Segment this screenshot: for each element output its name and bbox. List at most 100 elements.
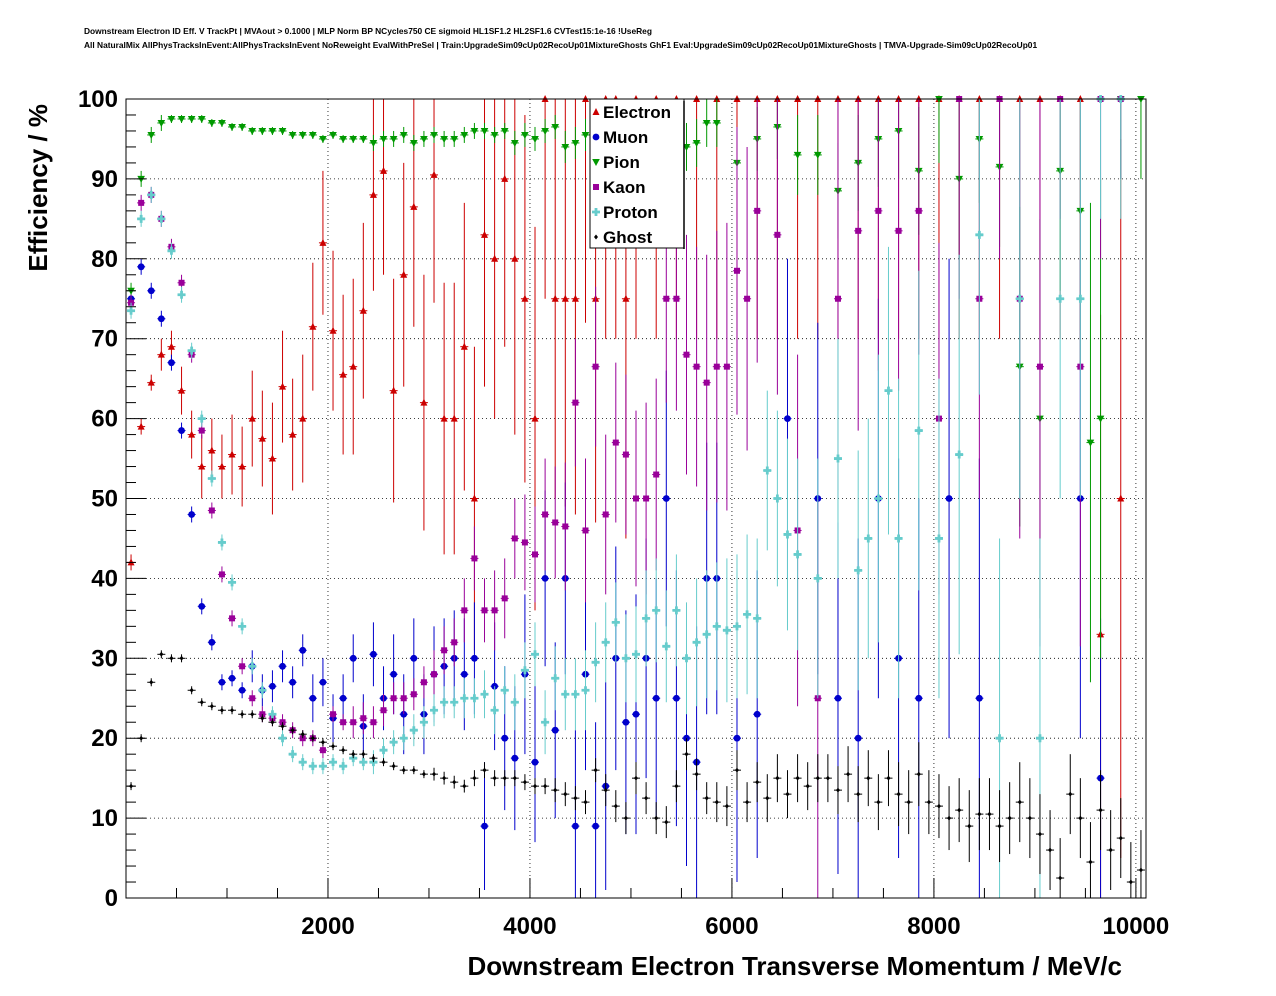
proton-point (1076, 294, 1085, 303)
x-axis-title: Downstream Electron Transverse Momentum … (467, 951, 1122, 981)
y-tick-label: 0 (105, 885, 118, 912)
kaon-point (521, 539, 528, 546)
ghost-point (825, 775, 830, 781)
proton-point (864, 534, 873, 543)
ghost-point (987, 811, 992, 817)
ghost-point (947, 815, 952, 821)
muon-point (208, 638, 216, 646)
ghost-point (977, 811, 982, 817)
ghost-point (1048, 847, 1053, 853)
ghost-point (421, 771, 426, 777)
pion-point (399, 131, 408, 139)
electron-point (248, 414, 256, 422)
pion-point (197, 115, 206, 123)
ghost-point (603, 787, 608, 793)
y-tick-label: 30 (91, 645, 118, 672)
pion-point (238, 123, 246, 131)
kaon-point (451, 639, 458, 646)
proton-point (177, 290, 186, 299)
proton-point (389, 738, 398, 747)
ghost-point (502, 775, 507, 781)
kaon-point (249, 695, 256, 702)
muon-point (390, 670, 398, 678)
muon-point (652, 694, 660, 702)
kaon-point (208, 507, 215, 514)
proton-point (450, 698, 459, 707)
electron-point (279, 382, 287, 390)
muon-point (289, 678, 297, 686)
x-tick-label: 8000 (907, 913, 960, 940)
proton-point (318, 762, 327, 771)
pion-point (511, 139, 519, 147)
kaon-point (915, 207, 922, 214)
muon-point (501, 734, 509, 742)
electron-point (329, 326, 337, 334)
proton-point (632, 650, 640, 659)
kaon-point (713, 363, 720, 370)
ghost-point (856, 791, 861, 797)
pion-point (420, 135, 428, 143)
muon-point (238, 686, 246, 694)
electron-point (238, 462, 246, 470)
kaon-point (834, 295, 841, 302)
proton-point (157, 214, 166, 223)
muon-point (370, 650, 377, 658)
kaon-point (683, 351, 690, 358)
electron-point (470, 494, 478, 502)
electron-point (208, 446, 216, 454)
kaon-point (855, 227, 862, 234)
kaon-point (471, 555, 478, 562)
ghost-point (916, 771, 921, 777)
muon-point (279, 662, 286, 670)
proton-point (268, 710, 277, 719)
proton-point (743, 610, 752, 619)
pion-point (531, 135, 539, 143)
ghost-point (714, 799, 719, 805)
proton-point (793, 550, 802, 559)
electron-point (380, 166, 388, 174)
electron-point (188, 430, 196, 438)
pion-point (712, 119, 721, 127)
electron-point (228, 450, 236, 458)
proton-point (955, 450, 964, 459)
ghost-point (240, 711, 245, 717)
muon-point (945, 495, 953, 502)
muon-point (349, 654, 357, 662)
ghost-point (846, 771, 851, 777)
kaon-point (542, 511, 549, 518)
proton-point (854, 566, 863, 575)
kaon-point (350, 719, 357, 726)
muon-point (975, 694, 983, 702)
kaon-point (410, 691, 417, 698)
pion-point (258, 127, 267, 135)
kaon-point (875, 207, 882, 214)
electron-point (622, 294, 630, 302)
pion-point (480, 127, 489, 135)
pion-point (1096, 415, 1105, 423)
muon-point (915, 694, 923, 702)
kaon-point (390, 695, 397, 702)
kaon-point (420, 679, 427, 686)
pion-point (309, 131, 317, 139)
y-tick-label: 60 (91, 406, 118, 433)
proton-point (591, 658, 600, 667)
electron-point (1117, 494, 1125, 502)
proton-point (712, 622, 721, 631)
legend-label-muon: Muon (603, 128, 648, 147)
series-proton (127, 95, 1125, 898)
proton-point (359, 758, 368, 767)
proton-point (531, 650, 540, 659)
proton-point (1015, 294, 1024, 303)
kaon-point (178, 279, 185, 286)
proton-point (500, 686, 509, 695)
proton-point (642, 614, 651, 623)
kaon-point (744, 295, 751, 302)
kaon-point (330, 711, 337, 718)
pion-point (692, 139, 701, 147)
kaon-point (481, 607, 488, 614)
kaon-point (198, 427, 205, 434)
proton-point (339, 762, 348, 771)
electron-point (440, 414, 448, 422)
proton-point (995, 734, 1004, 743)
